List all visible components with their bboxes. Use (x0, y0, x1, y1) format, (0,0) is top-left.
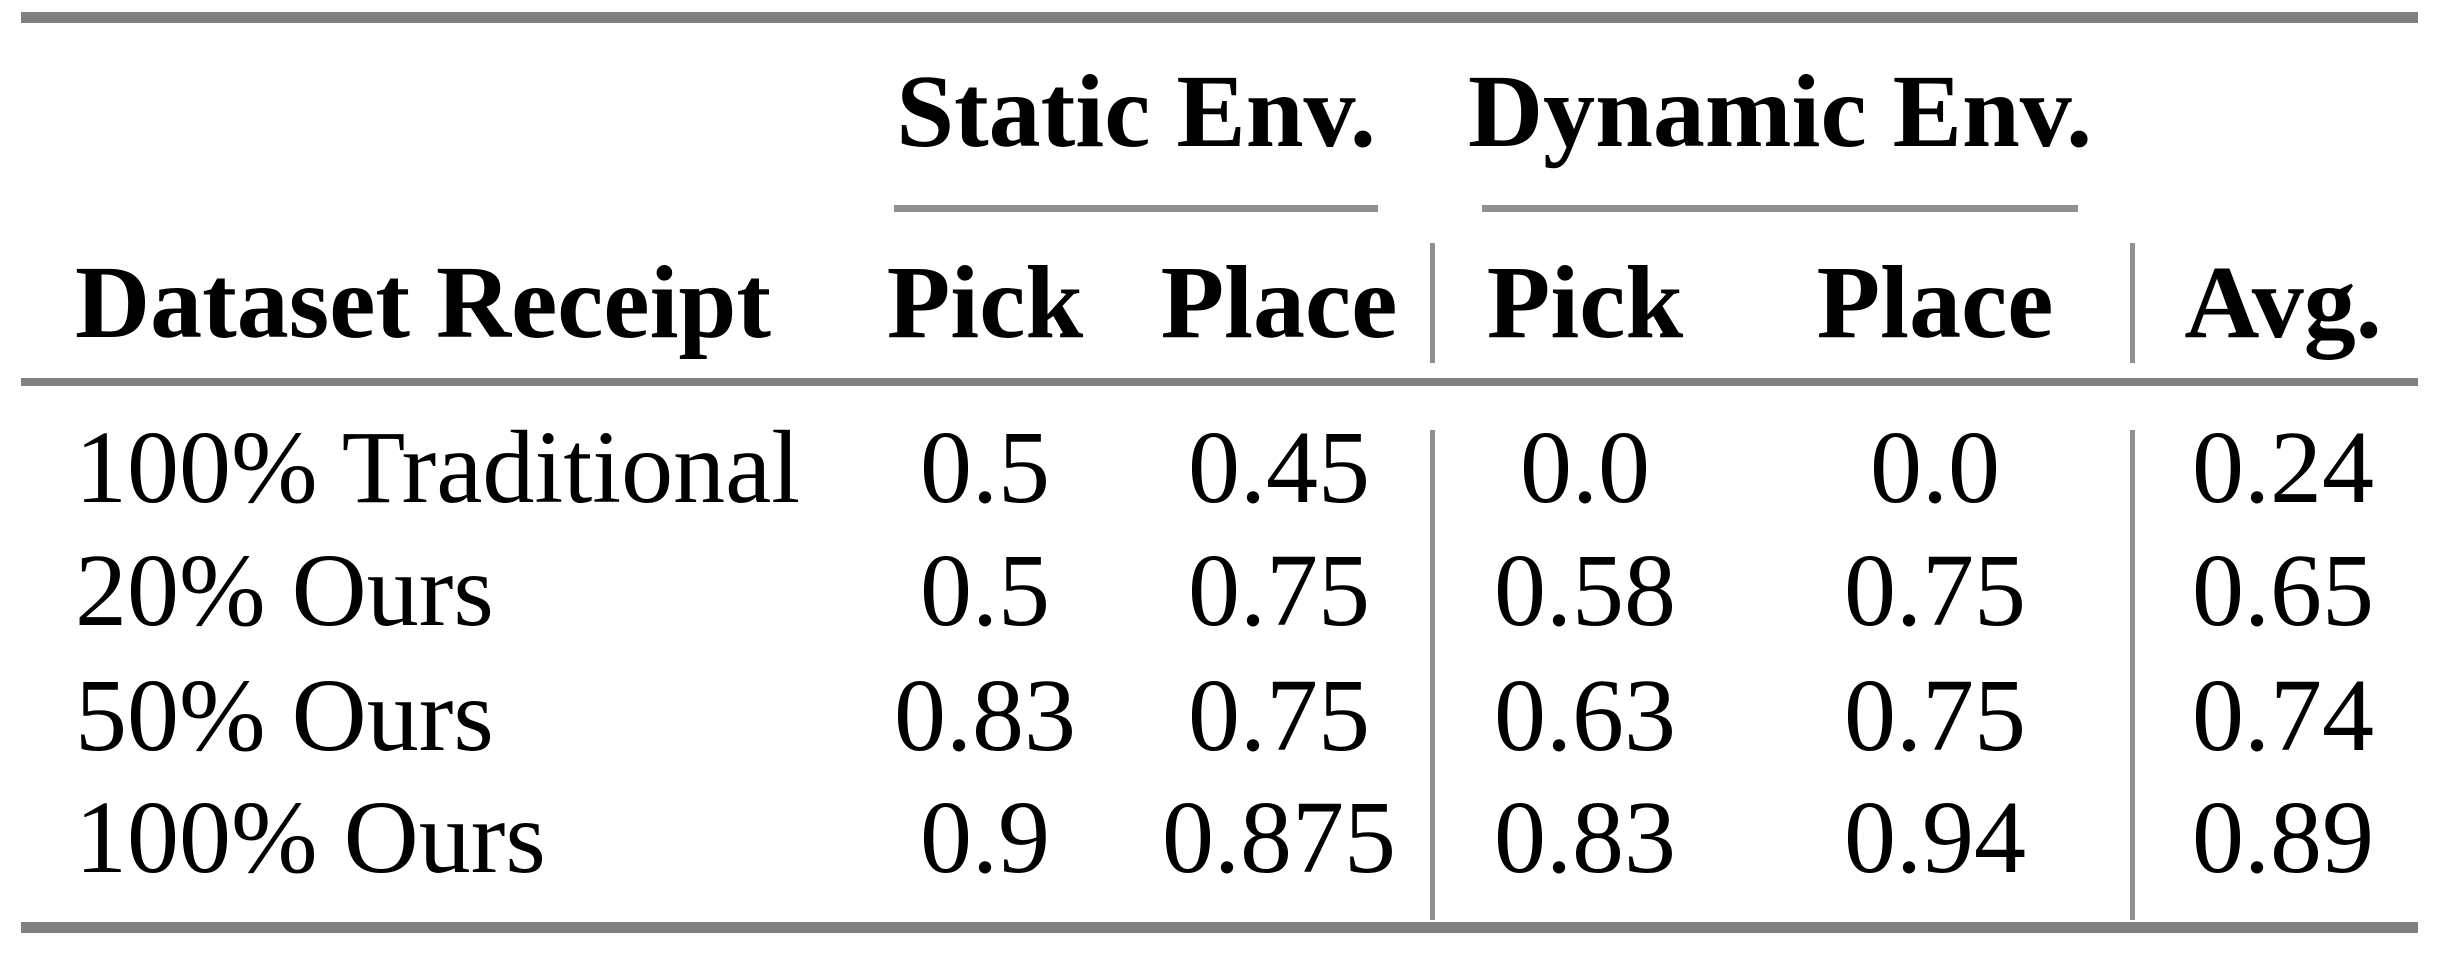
vertical-rule-avg-body (2130, 430, 2135, 920)
table-row: 100% Ours 0.9 0.875 0.83 0.94 0.89 (21, 779, 2418, 928)
group-header-static-env-label: Static Env. (896, 54, 1376, 170)
table-row: 20% Ours 0.5 0.75 0.58 0.75 0.65 (21, 529, 2418, 654)
col-header-static-place: Place (1128, 211, 1431, 386)
cell-dynamic-place: 0.75 (1844, 532, 2027, 648)
table-row: 50% Ours 0.83 0.75 0.63 0.75 0.74 (21, 654, 2418, 779)
cell-static-place: 0.75 (1188, 532, 1370, 648)
vertical-rule-static-dynamic-header (1430, 243, 1435, 363)
cell-dynamic-pick: 0.83 (1494, 780, 1677, 896)
col-header-dataset-receipt: Dataset Receipt (21, 211, 842, 386)
vertical-rule-avg-header (2130, 243, 2135, 363)
cell-dynamic-pick: 0.63 (1494, 657, 1677, 773)
col-header-static-pick: Pick (842, 211, 1128, 386)
group-header-spacer-right (2130, 18, 2418, 212)
cell-dynamic-pick: 0.0 (1520, 409, 1651, 525)
cell-dynamic-place: 0.0 (1870, 409, 2001, 525)
cell-static-pick: 0.5 (920, 409, 1050, 525)
cell-avg: 0.74 (2192, 657, 2375, 773)
cell-avg: 0.89 (2192, 780, 2375, 896)
group-header-spacer-left (21, 18, 842, 212)
col-header-dynamic-pick: Pick (1430, 211, 1741, 386)
group-header-dynamic-env-cell: Dynamic Env. (1430, 18, 2130, 212)
column-header-row: Dataset Receipt Pick Place Pick Place Av… (21, 211, 2419, 386)
cell-dynamic-place: 0.75 (1844, 657, 2027, 773)
group-header-static-env-cell: Static Env. (842, 18, 1430, 212)
table-row: 100% Traditional 0.5 0.45 0.0 0.0 0.24 (21, 382, 2418, 529)
cell-static-place: 0.875 (1162, 780, 1396, 896)
cell-dataset: 20% Ours (75, 532, 494, 648)
cell-static-pick: 0.5 (920, 532, 1050, 648)
cmidrule-static-env (894, 204, 1379, 212)
cell-static-pick: 0.83 (894, 657, 1076, 773)
cell-static-place: 0.45 (1188, 409, 1370, 525)
cell-dataset: 100% Ours (75, 780, 546, 896)
cell-dynamic-place: 0.94 (1844, 780, 2027, 896)
cell-dataset: 100% Traditional (75, 409, 801, 525)
cmidrule-dynamic-env (1482, 204, 2079, 212)
cell-avg: 0.24 (2192, 409, 2375, 525)
col-header-dynamic-place: Place (1740, 211, 2131, 386)
cell-avg: 0.65 (2192, 532, 2375, 648)
cell-dataset: 50% Ours (75, 657, 494, 773)
results-table: Static Env. Dynamic Env. Dataset Receipt… (21, 12, 2419, 952)
cell-dynamic-pick: 0.58 (1494, 532, 1677, 648)
group-header-row: Static Env. Dynamic Env. (21, 18, 2418, 212)
col-header-avg: Avg. (2130, 211, 2419, 386)
cell-static-pick: 0.9 (920, 780, 1050, 896)
group-header-dynamic-env-label: Dynamic Env. (1467, 54, 2093, 170)
cell-static-place: 0.75 (1188, 657, 1370, 773)
results-data-table: Static Env. Dynamic Env. Dataset Receipt… (21, 12, 2419, 933)
vertical-rule-static-dynamic-body (1430, 430, 1435, 920)
